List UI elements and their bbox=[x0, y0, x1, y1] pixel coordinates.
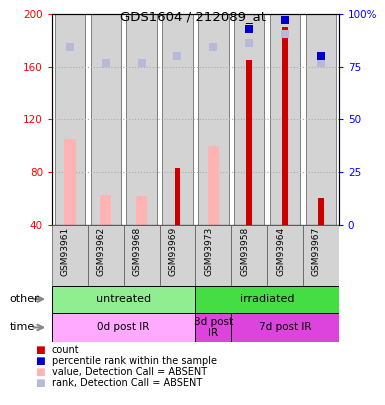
Bar bbox=[267, 225, 303, 286]
Text: GSM93958: GSM93958 bbox=[240, 227, 249, 277]
Bar bbox=[88, 225, 124, 286]
Bar bbox=[124, 225, 159, 286]
Bar bbox=[52, 225, 88, 286]
Text: 0d post IR: 0d post IR bbox=[97, 322, 150, 333]
Point bbox=[174, 53, 181, 60]
Point bbox=[210, 44, 216, 50]
Point bbox=[318, 60, 324, 66]
Text: percentile rank within the sample: percentile rank within the sample bbox=[52, 356, 217, 366]
Bar bbox=[159, 225, 196, 286]
Text: GSM93969: GSM93969 bbox=[169, 227, 177, 277]
Point bbox=[318, 53, 324, 60]
Bar bbox=[208, 146, 219, 225]
Point bbox=[67, 44, 73, 50]
Point bbox=[246, 40, 252, 46]
Text: GSM93964: GSM93964 bbox=[276, 227, 285, 276]
Bar bbox=[126, 14, 157, 225]
Point bbox=[246, 26, 252, 32]
Bar bbox=[318, 198, 323, 225]
Bar bbox=[175, 168, 180, 225]
Text: GSM93968: GSM93968 bbox=[132, 227, 142, 277]
Text: rank, Detection Call = ABSENT: rank, Detection Call = ABSENT bbox=[52, 378, 202, 388]
Bar bbox=[246, 60, 252, 225]
Bar bbox=[195, 313, 231, 342]
Bar bbox=[270, 14, 300, 225]
Text: ■: ■ bbox=[35, 378, 44, 388]
Text: ■: ■ bbox=[35, 367, 44, 377]
Point bbox=[282, 31, 288, 37]
Bar bbox=[198, 14, 229, 225]
Point bbox=[103, 60, 109, 66]
Bar bbox=[52, 286, 195, 313]
Bar bbox=[306, 14, 336, 225]
Text: other: other bbox=[10, 294, 39, 304]
Text: count: count bbox=[52, 345, 80, 355]
Point bbox=[282, 17, 288, 24]
Text: GDS1604 / 212089_at: GDS1604 / 212089_at bbox=[119, 10, 266, 23]
Text: 7d post IR: 7d post IR bbox=[259, 322, 311, 333]
Text: untreated: untreated bbox=[96, 294, 151, 304]
Bar bbox=[234, 14, 264, 225]
Text: ■: ■ bbox=[35, 356, 44, 366]
Bar bbox=[231, 225, 267, 286]
Text: GSM93973: GSM93973 bbox=[204, 227, 213, 277]
Text: value, Detection Call = ABSENT: value, Detection Call = ABSENT bbox=[52, 367, 207, 377]
Text: time: time bbox=[10, 322, 35, 333]
Bar bbox=[100, 194, 112, 225]
Text: irradiated: irradiated bbox=[240, 294, 295, 304]
Bar bbox=[282, 28, 288, 225]
Point bbox=[139, 60, 145, 66]
Text: 3d post
IR: 3d post IR bbox=[194, 317, 233, 338]
Text: GSM93967: GSM93967 bbox=[312, 227, 321, 277]
Bar bbox=[195, 286, 339, 313]
Bar bbox=[55, 14, 85, 225]
Bar bbox=[195, 225, 231, 286]
Text: ■: ■ bbox=[35, 345, 44, 355]
Bar bbox=[162, 14, 193, 225]
Text: GSM93962: GSM93962 bbox=[97, 227, 106, 276]
Text: GSM93961: GSM93961 bbox=[61, 227, 70, 277]
Bar bbox=[90, 14, 121, 225]
Bar bbox=[231, 313, 339, 342]
Bar bbox=[64, 139, 75, 225]
Bar bbox=[303, 225, 339, 286]
Bar bbox=[136, 196, 147, 225]
Bar bbox=[52, 313, 195, 342]
